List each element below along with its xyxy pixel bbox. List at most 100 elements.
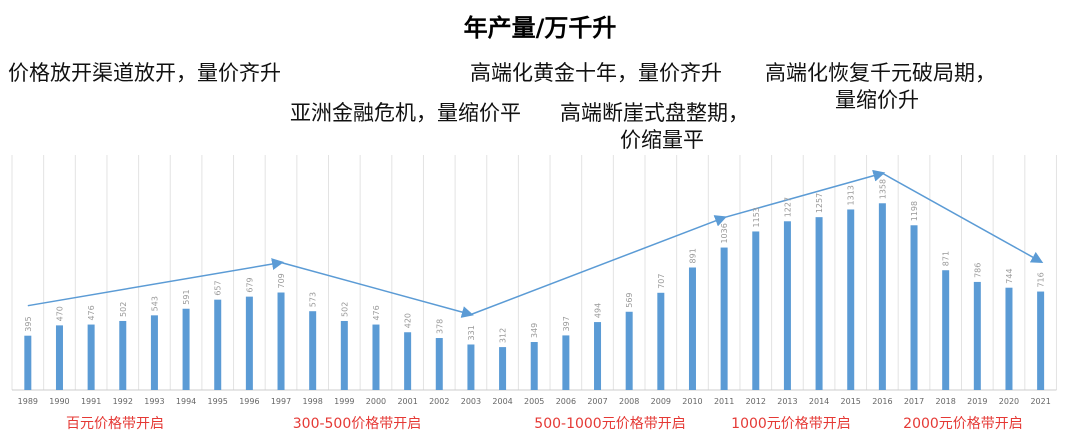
x-tick-1995: 1995 bbox=[208, 397, 228, 406]
bar-1995 bbox=[214, 299, 222, 390]
data-label-2008: 569 bbox=[625, 292, 634, 307]
data-label-2019: 786 bbox=[973, 263, 982, 278]
data-label-2012: 1153 bbox=[752, 207, 761, 227]
bar-2010 bbox=[688, 267, 696, 390]
x-tick-1994: 1994 bbox=[176, 397, 196, 406]
x-tick-2009: 2009 bbox=[651, 397, 671, 406]
bar-1993 bbox=[150, 315, 158, 390]
data-label-2010: 891 bbox=[688, 248, 697, 263]
bar-2009 bbox=[657, 292, 665, 390]
x-tick-2013: 2013 bbox=[777, 397, 797, 406]
data-label-1993: 543 bbox=[150, 296, 159, 311]
bar-2014 bbox=[815, 217, 823, 390]
bar-1989 bbox=[24, 335, 32, 390]
x-tick-2011: 2011 bbox=[714, 397, 734, 406]
bar-1994 bbox=[182, 308, 190, 390]
x-tick-1990: 1990 bbox=[49, 397, 69, 406]
x-tick-2012: 2012 bbox=[746, 397, 766, 406]
x-tick-2014: 2014 bbox=[809, 397, 829, 406]
data-label-2000: 476 bbox=[372, 305, 381, 320]
bar-2001 bbox=[404, 332, 412, 390]
data-label-2005: 349 bbox=[530, 323, 539, 338]
era-label-2: 300-500价格带开启 bbox=[293, 416, 422, 432]
data-label-2007: 494 bbox=[594, 303, 603, 318]
data-label-2015: 1313 bbox=[847, 185, 856, 205]
data-label-1998: 573 bbox=[309, 292, 318, 307]
x-tick-1992: 1992 bbox=[113, 397, 133, 406]
bar-2015 bbox=[847, 209, 855, 390]
data-label-1997: 709 bbox=[277, 273, 286, 288]
x-tick-2021: 2021 bbox=[1030, 397, 1050, 406]
data-label-2001: 420 bbox=[404, 313, 413, 328]
data-label-1990: 470 bbox=[55, 306, 64, 321]
x-tick-2003: 2003 bbox=[461, 397, 481, 406]
annotation-5: 高端化恢复千元破局期， bbox=[765, 61, 996, 85]
x-tick-2004: 2004 bbox=[492, 397, 512, 406]
annotation-2: 亚洲金融危机，量缩价平 bbox=[290, 101, 521, 125]
bar-2012 bbox=[752, 231, 760, 390]
data-label-2004: 312 bbox=[499, 328, 508, 343]
era-label-5: 2000元价格带开启 bbox=[903, 416, 1023, 432]
data-label-1989: 395 bbox=[24, 316, 33, 331]
data-label-2013: 1227 bbox=[783, 197, 792, 217]
data-label-1995: 657 bbox=[214, 280, 223, 295]
bar-2017 bbox=[910, 225, 918, 390]
x-tick-2007: 2007 bbox=[587, 397, 607, 406]
x-tick-2008: 2008 bbox=[619, 397, 639, 406]
x-tick-2020: 2020 bbox=[999, 397, 1019, 406]
annotation-3: 高端化黄金十年，量价齐升 bbox=[470, 61, 722, 85]
data-label-2014: 1257 bbox=[815, 193, 824, 213]
x-tick-2010: 2010 bbox=[682, 397, 702, 406]
bar-2018 bbox=[942, 270, 950, 390]
data-label-2016: 1358 bbox=[878, 179, 887, 199]
data-label-2002: 378 bbox=[435, 319, 444, 334]
bar-2021 bbox=[1037, 291, 1045, 390]
trend-arrow-5 bbox=[882, 172, 1044, 264]
trend-arrow-1 bbox=[27, 258, 284, 307]
data-label-1996: 679 bbox=[245, 277, 254, 292]
data-label-2020: 744 bbox=[1005, 268, 1014, 283]
x-tick-2015: 2015 bbox=[841, 397, 861, 406]
data-label-2003: 331 bbox=[467, 325, 476, 340]
trend-arrow-3 bbox=[470, 215, 727, 316]
bar-1990 bbox=[55, 325, 63, 390]
bar-2004 bbox=[499, 347, 507, 390]
bar-2011 bbox=[720, 247, 728, 390]
data-label-2018: 871 bbox=[942, 251, 951, 266]
x-tick-1993: 1993 bbox=[144, 397, 164, 406]
x-tick-2006: 2006 bbox=[556, 397, 576, 406]
bar-2013 bbox=[783, 221, 791, 390]
bar-2006 bbox=[562, 335, 570, 390]
annotation-4: 高端断崖式盘整期， bbox=[560, 101, 749, 125]
data-label-2021: 716 bbox=[1037, 272, 1046, 287]
x-tick-1991: 1991 bbox=[81, 397, 101, 406]
annotation-5b: 量缩价升 bbox=[835, 88, 919, 112]
data-label-1994: 591 bbox=[182, 289, 191, 304]
x-tick-2002: 2002 bbox=[429, 397, 449, 406]
bar-1991 bbox=[87, 324, 95, 390]
data-label-1992: 502 bbox=[119, 302, 128, 317]
x-tick-1998: 1998 bbox=[302, 397, 322, 406]
bar-2016 bbox=[878, 203, 886, 390]
bar-1997 bbox=[277, 292, 285, 390]
bar-2003 bbox=[467, 344, 475, 390]
data-label-2006: 397 bbox=[562, 316, 571, 331]
chart-title: 年产量/万千升 bbox=[464, 14, 617, 42]
bar-2000 bbox=[372, 324, 380, 390]
bar-2005 bbox=[530, 342, 538, 390]
annotation-4b: 价缩量平 bbox=[620, 128, 704, 152]
annotation-1: 价格放开渠道放开，量价齐升 bbox=[8, 61, 281, 85]
trend-arrow-4 bbox=[723, 169, 886, 219]
x-tick-2017: 2017 bbox=[904, 397, 924, 406]
x-tick-2001: 2001 bbox=[397, 397, 417, 406]
data-label-2009: 707 bbox=[657, 274, 666, 289]
x-tick-1996: 1996 bbox=[239, 397, 259, 406]
bar-2008 bbox=[625, 311, 633, 390]
bar-1992 bbox=[119, 320, 127, 390]
bar-2019 bbox=[973, 281, 981, 390]
x-tick-1989: 1989 bbox=[18, 397, 38, 406]
era-label-3: 500-1000元价格带开启 bbox=[534, 416, 685, 432]
era-label-4: 1000元价格带开启 bbox=[731, 416, 851, 432]
